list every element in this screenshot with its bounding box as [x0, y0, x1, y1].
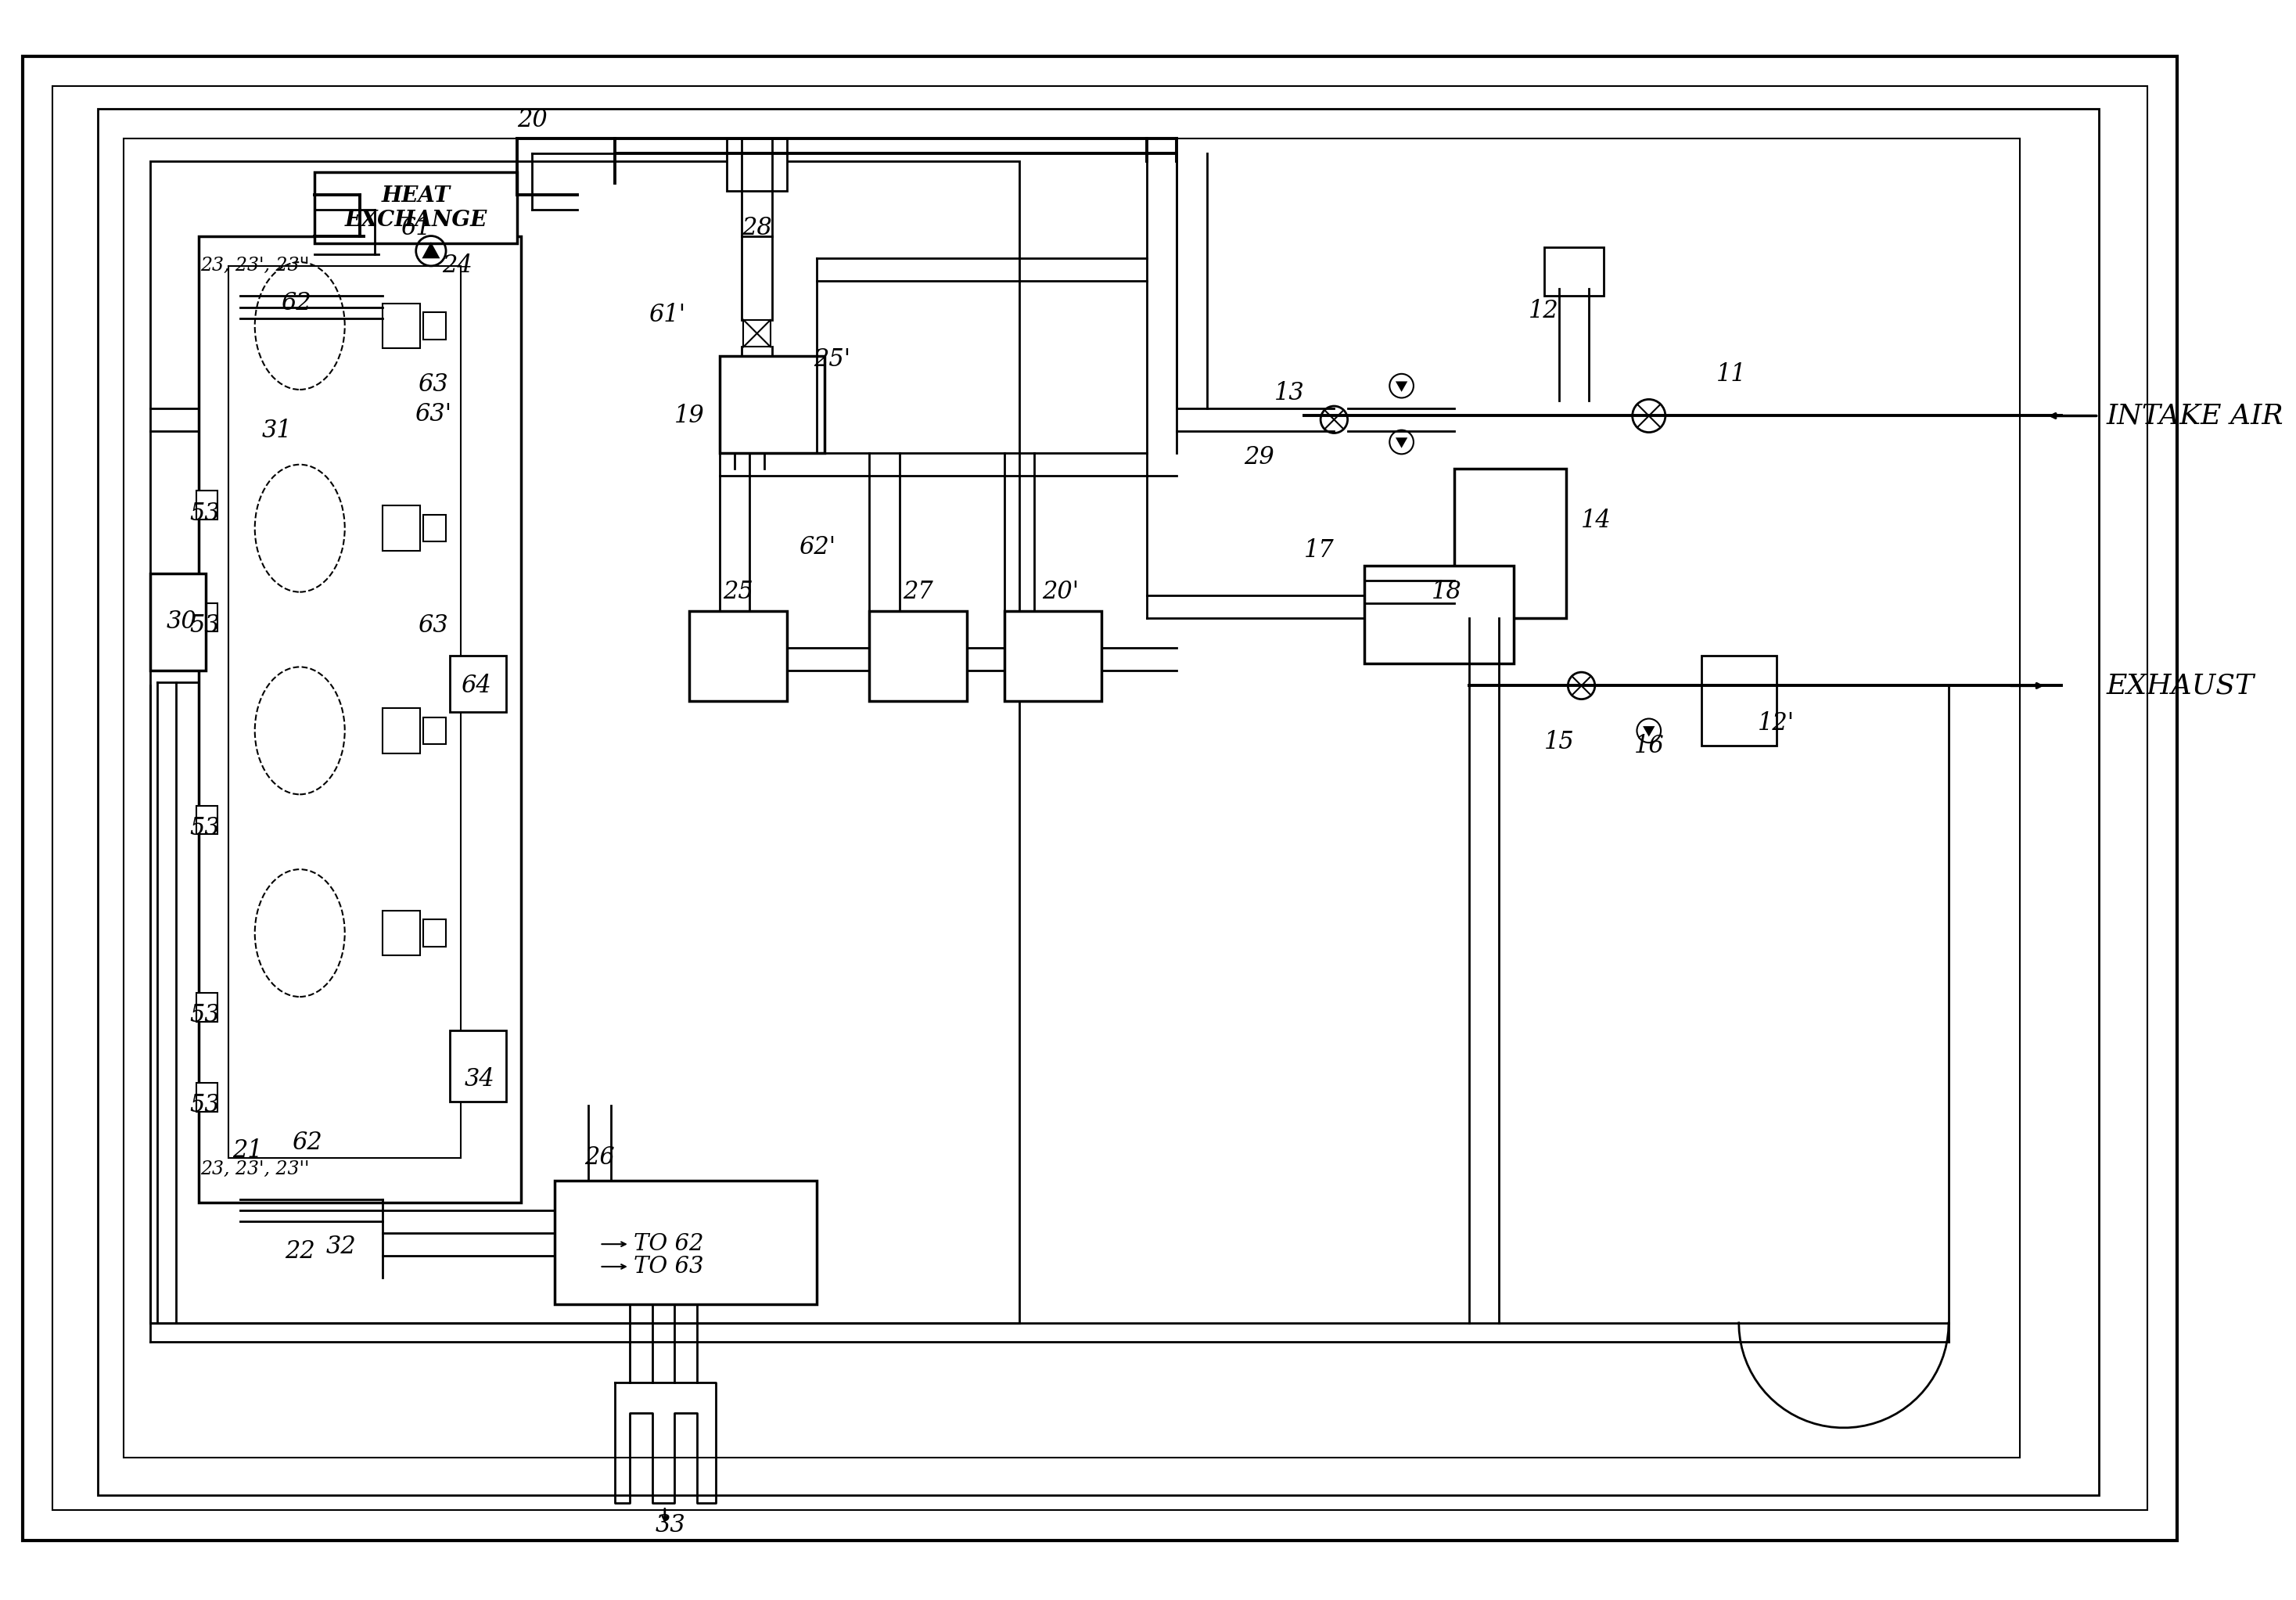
Text: 26: 26 — [585, 1146, 615, 1170]
Bar — [124, 139, 2020, 1458]
Text: 32: 32 — [326, 1234, 356, 1259]
Bar — [1003, 611, 1102, 701]
Bar — [719, 355, 824, 453]
Text: 53: 53 — [191, 1093, 220, 1117]
Text: 62': 62' — [799, 534, 836, 558]
Text: 61: 61 — [402, 216, 432, 240]
Bar — [422, 515, 445, 542]
Bar — [149, 162, 1019, 1323]
Text: 53: 53 — [191, 1003, 220, 1027]
Text: 29: 29 — [1244, 445, 1274, 469]
Bar — [422, 312, 445, 339]
Bar — [381, 304, 420, 349]
Bar — [315, 173, 517, 243]
Text: 19: 19 — [675, 403, 705, 427]
Text: 12: 12 — [1529, 299, 1559, 323]
Polygon shape — [1396, 381, 1407, 392]
Bar — [422, 920, 445, 947]
Text: TO 63: TO 63 — [634, 1256, 703, 1277]
Bar — [230, 266, 461, 1158]
Text: 21: 21 — [232, 1138, 262, 1163]
Bar — [728, 139, 788, 190]
Text: 14: 14 — [1582, 509, 1612, 533]
Bar — [556, 1181, 817, 1304]
Bar — [1364, 566, 1513, 662]
Text: 62: 62 — [292, 1131, 321, 1155]
Bar — [149, 573, 207, 670]
Bar — [689, 611, 788, 701]
Text: 33: 33 — [657, 1514, 687, 1538]
Text: 13: 13 — [1274, 381, 1304, 405]
Text: 63: 63 — [418, 613, 448, 638]
Text: 63': 63' — [416, 402, 452, 427]
Bar — [870, 611, 967, 701]
Text: 31: 31 — [262, 419, 292, 443]
Bar — [381, 506, 420, 550]
Text: 27: 27 — [902, 579, 932, 605]
Text: 20: 20 — [517, 107, 546, 131]
Text: 53: 53 — [191, 501, 220, 525]
Bar — [197, 1083, 218, 1112]
Bar — [422, 717, 445, 744]
Bar — [197, 491, 218, 520]
Text: 53: 53 — [191, 816, 220, 840]
Text: 24: 24 — [443, 254, 473, 278]
Polygon shape — [1396, 437, 1407, 448]
Text: 64: 64 — [461, 674, 491, 698]
Bar — [1701, 656, 1777, 746]
Text: 34: 34 — [464, 1067, 496, 1091]
Text: 63: 63 — [418, 373, 448, 397]
Text: 28: 28 — [742, 216, 771, 240]
Text: 23, 23', 23'': 23, 23', 23'' — [200, 258, 310, 275]
Text: 23, 23', 23'': 23, 23', 23'' — [200, 1160, 310, 1178]
Text: HEAT
EXCHANGE: HEAT EXCHANGE — [344, 186, 487, 230]
Text: 25': 25' — [813, 347, 850, 371]
Text: 30: 30 — [165, 610, 197, 634]
Bar — [1543, 246, 1605, 296]
Text: 25: 25 — [723, 579, 753, 605]
Text: EXHAUST: EXHAUST — [2105, 672, 2255, 699]
Text: 20': 20' — [1042, 579, 1079, 605]
Text: 62: 62 — [280, 291, 312, 315]
Bar — [197, 603, 218, 632]
Text: 11: 11 — [1715, 363, 1747, 387]
Bar — [381, 910, 420, 955]
Bar — [450, 656, 505, 712]
Text: 18: 18 — [1430, 579, 1463, 605]
Bar — [450, 1030, 505, 1102]
Text: 17: 17 — [1304, 539, 1334, 563]
Bar — [381, 709, 420, 754]
Text: 61': 61' — [647, 302, 687, 326]
Bar — [197, 806, 218, 834]
Bar — [197, 994, 218, 1021]
Polygon shape — [422, 242, 441, 259]
Text: 15: 15 — [1543, 730, 1575, 754]
Text: 22: 22 — [285, 1240, 315, 1264]
Text: 12': 12' — [1759, 710, 1795, 736]
Polygon shape — [1644, 726, 1655, 736]
Bar — [200, 235, 521, 1203]
Text: 16: 16 — [1635, 733, 1665, 758]
Text: TO 62: TO 62 — [634, 1234, 703, 1254]
Text: INTAKE AIR: INTAKE AIR — [2105, 403, 2282, 429]
Bar — [1453, 469, 1566, 618]
Bar — [744, 320, 771, 347]
Text: 53: 53 — [191, 613, 220, 638]
